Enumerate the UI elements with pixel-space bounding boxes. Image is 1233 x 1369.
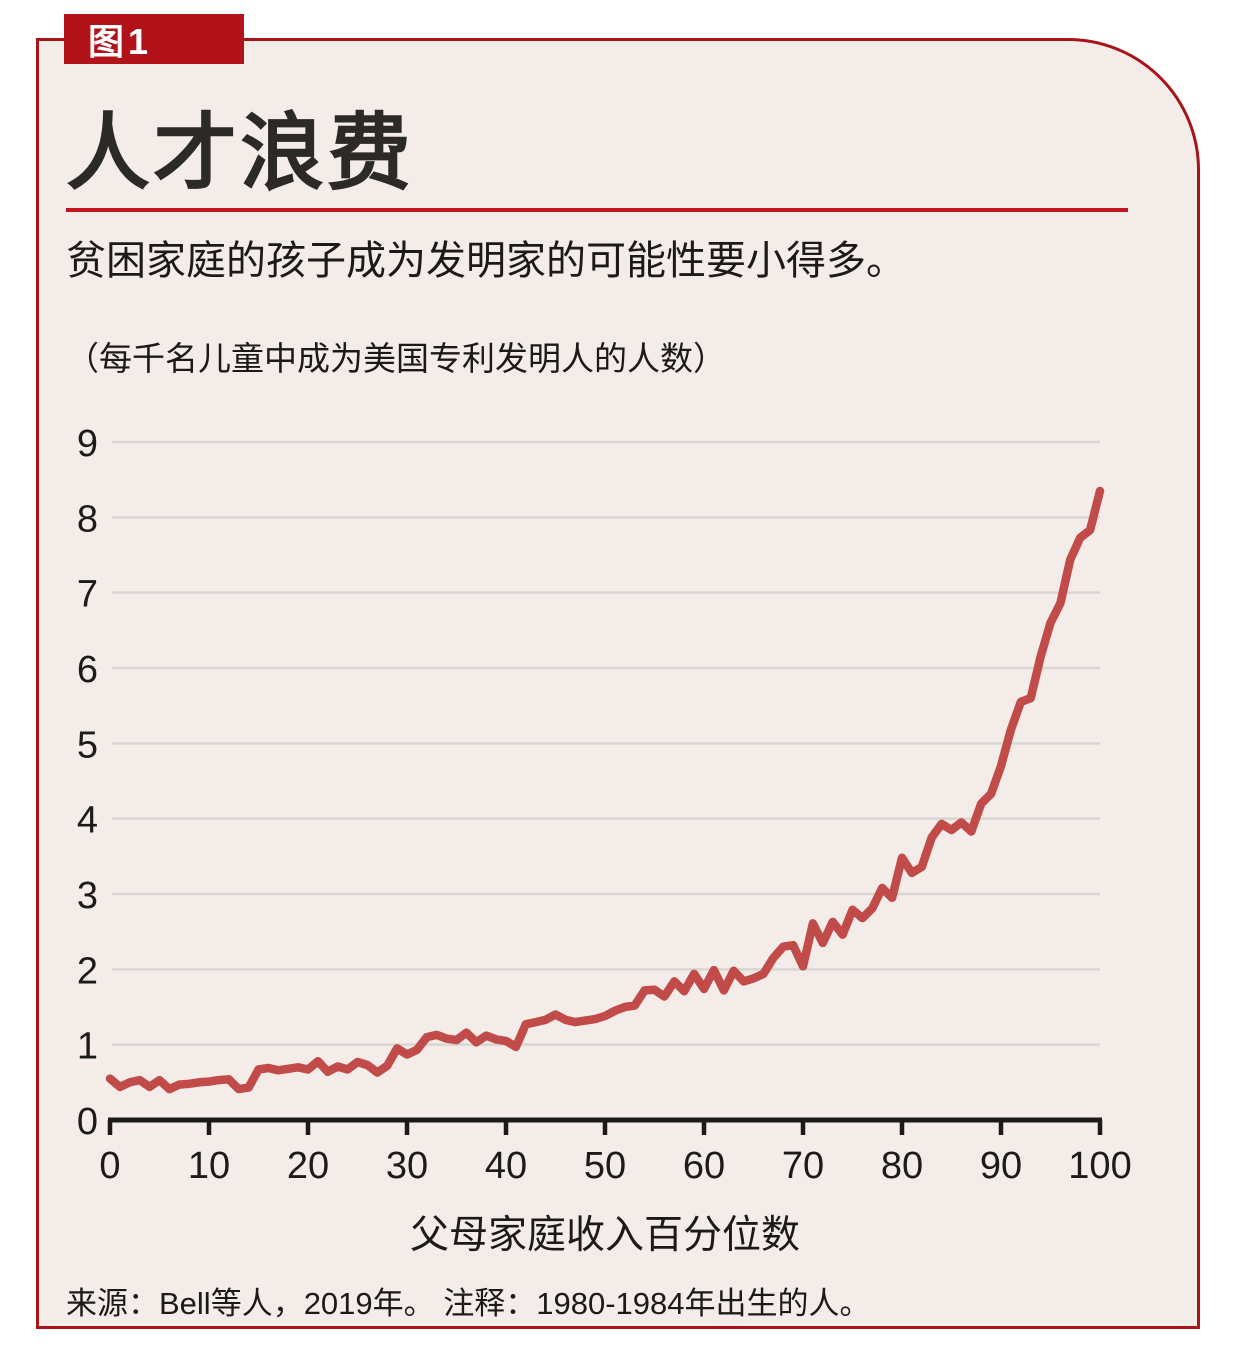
figure-panel xyxy=(36,38,1200,1329)
x-tick-label-70: 70 xyxy=(782,1145,824,1187)
figure-badge-label: 图1 xyxy=(88,21,153,62)
y-tick-label-3: 3 xyxy=(77,875,98,917)
x-axis-title: 父母家庭收入百分位数 xyxy=(409,1214,800,1257)
figure-subtitle: 贫困家庭的孩子成为发明家的可能性要小得多。 xyxy=(66,239,906,283)
y-tick-label-8: 8 xyxy=(77,498,98,540)
x-tick-label-30: 30 xyxy=(386,1145,428,1187)
x-tick-label-10: 10 xyxy=(188,1145,230,1187)
y-tick-label-4: 4 xyxy=(77,800,98,842)
x-tick-label-60: 60 xyxy=(683,1145,725,1187)
y-tick-label-0: 0 xyxy=(77,1101,98,1143)
x-tick-label-80: 80 xyxy=(881,1145,923,1187)
y-tick-label-5: 5 xyxy=(77,724,98,766)
source-note: 来源：Bell等人，2019年。 注释：1980-1984年出生的人。 xyxy=(66,1286,871,1321)
title-divider-rule xyxy=(66,208,1128,212)
y-tick-label-6: 6 xyxy=(77,649,98,691)
y-tick-label-9: 9 xyxy=(77,423,98,465)
figure-badge: 图1 xyxy=(64,14,244,64)
y-axis-unit-note: （每千名儿童中成为美国专利发明人的人数） xyxy=(66,340,726,377)
figure-title: 人才浪费 xyxy=(66,106,415,200)
x-tick-label-40: 40 xyxy=(485,1145,527,1187)
x-tick-label-50: 50 xyxy=(584,1145,626,1187)
y-tick-label-1: 1 xyxy=(77,1026,98,1068)
x-tick-label-100: 100 xyxy=(1068,1145,1131,1187)
x-tick-label-0: 0 xyxy=(99,1145,120,1187)
x-tick-label-90: 90 xyxy=(980,1145,1022,1187)
y-tick-label-7: 7 xyxy=(77,574,98,616)
y-tick-label-2: 2 xyxy=(77,950,98,992)
data-line-series-0 xyxy=(105,486,1105,1094)
x-tick-label-20: 20 xyxy=(287,1145,329,1187)
